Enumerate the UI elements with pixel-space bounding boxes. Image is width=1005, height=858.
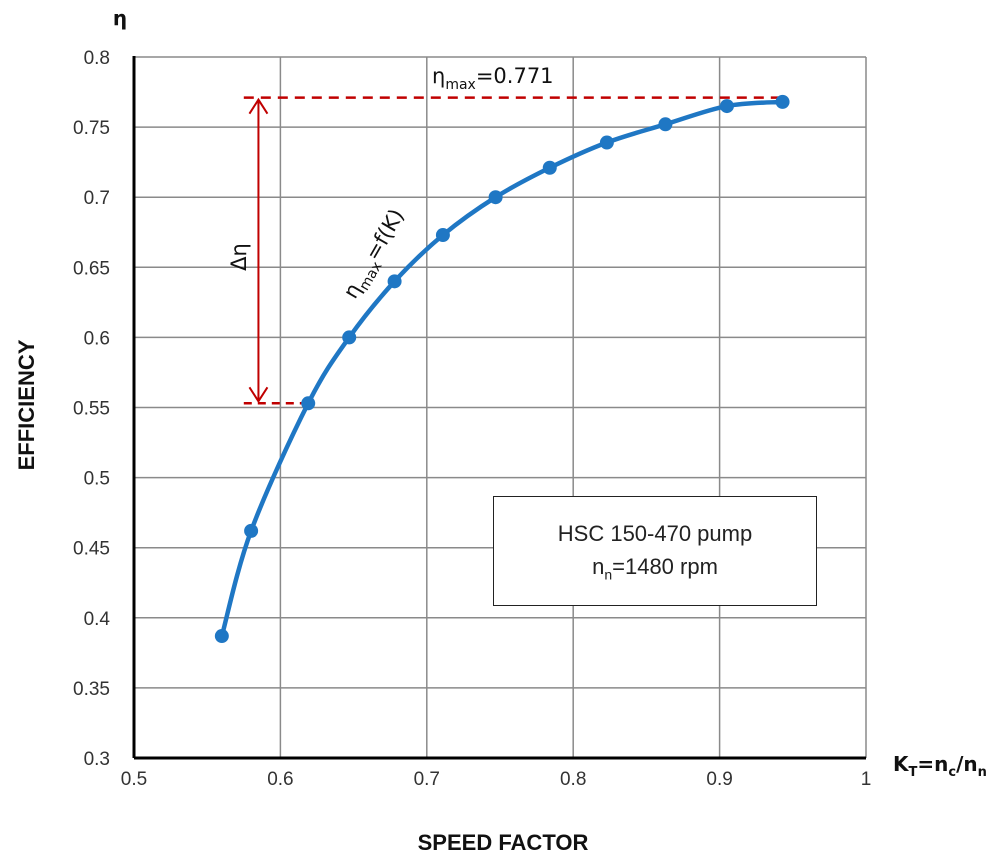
curve-label: ηmax=f(K) [339,205,414,305]
y-tick-label: 0.65 [73,258,110,279]
x-axis-title: SPEED FACTOR [418,830,589,855]
data-point [488,190,503,205]
axes [132,56,866,760]
y-tick-label: 0.35 [73,679,110,700]
delta-eta-arrow-head-top [248,97,269,115]
eta-max-label: ηmax=0.771 [432,64,554,93]
x-tick-label: 0.5 [121,769,147,790]
data-point [342,330,357,345]
x-tick-label: 0.6 [267,769,293,790]
data-point [435,228,450,243]
grid [133,56,867,759]
y-tick-label: 0.75 [73,118,110,139]
delta-eta-arrow-head-bottom [248,386,269,404]
y-tick-label: 0.45 [73,539,110,560]
y-tick-label: 0.7 [84,188,110,209]
legend-line-1: HSC 150-470 pump [557,520,753,546]
y-tick-label: 0.3 [84,749,110,770]
annotations [243,96,783,405]
data-point [387,274,402,289]
y-tick-label: 0.5 [84,469,110,490]
x-axis-symbol: KT=nc/nn [893,752,987,780]
data-point [599,135,614,150]
y-tick-label: 0.8 [84,48,110,69]
x-tick-label: 0.9 [706,769,732,790]
x-tick-label: 1 [861,769,872,790]
x-tick-label: 0.8 [560,769,586,790]
data-point [658,117,673,132]
x-tick-label: 0.7 [414,769,440,790]
data-point [719,99,734,114]
data-point [214,629,229,644]
y-axis-title: EFFICIENCY [14,339,39,470]
data-point [301,396,316,411]
y-tick-label: 0.4 [84,609,111,630]
y-axis-symbol: η [113,6,127,30]
delta-eta-label: Δη [227,243,251,271]
legend-box: HSC 150-470 pump nn=1480 rpm [493,496,817,606]
data-point [775,94,790,109]
tick-labels: 0.5 0.6 0.7 0.8 0.9 1 0.3 0.35 0.4 0.45 0.5 0.55 0.6… [73,48,871,790]
y-tick-label: 0.6 [84,328,110,349]
y-tick-label: 0.55 [73,399,110,420]
data-point [244,523,259,538]
legend-line-2: nn=1480 rpm [592,553,718,583]
series [214,94,790,644]
data-point [542,160,557,175]
